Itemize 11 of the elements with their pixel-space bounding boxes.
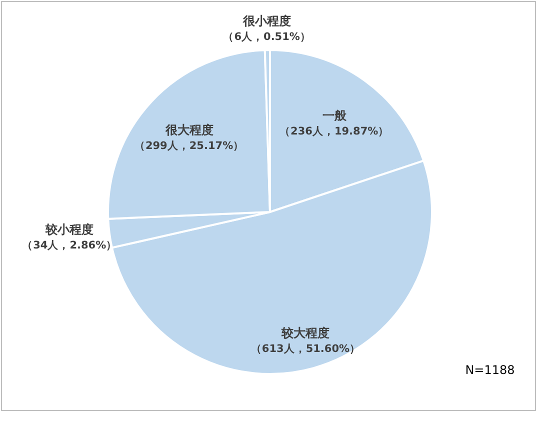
text: N=1188: [465, 363, 515, 377]
data-label: （236人，19.87%）: [280, 126, 390, 138]
slice-label: 很大程度: [164, 123, 214, 138]
slice-label: 很小程度: [242, 14, 292, 28]
slice-label: 较小程度: [44, 222, 94, 236]
slice-label: 一般: [322, 108, 348, 123]
data-label: （34人，2.86%）: [22, 239, 118, 252]
data-label: （299人，25.17%）: [134, 140, 244, 152]
slice-label: 较大程度: [280, 326, 330, 340]
data-label: （613人，51.60%）: [250, 342, 361, 355]
data-label: （6人，0.51%）: [223, 31, 311, 44]
